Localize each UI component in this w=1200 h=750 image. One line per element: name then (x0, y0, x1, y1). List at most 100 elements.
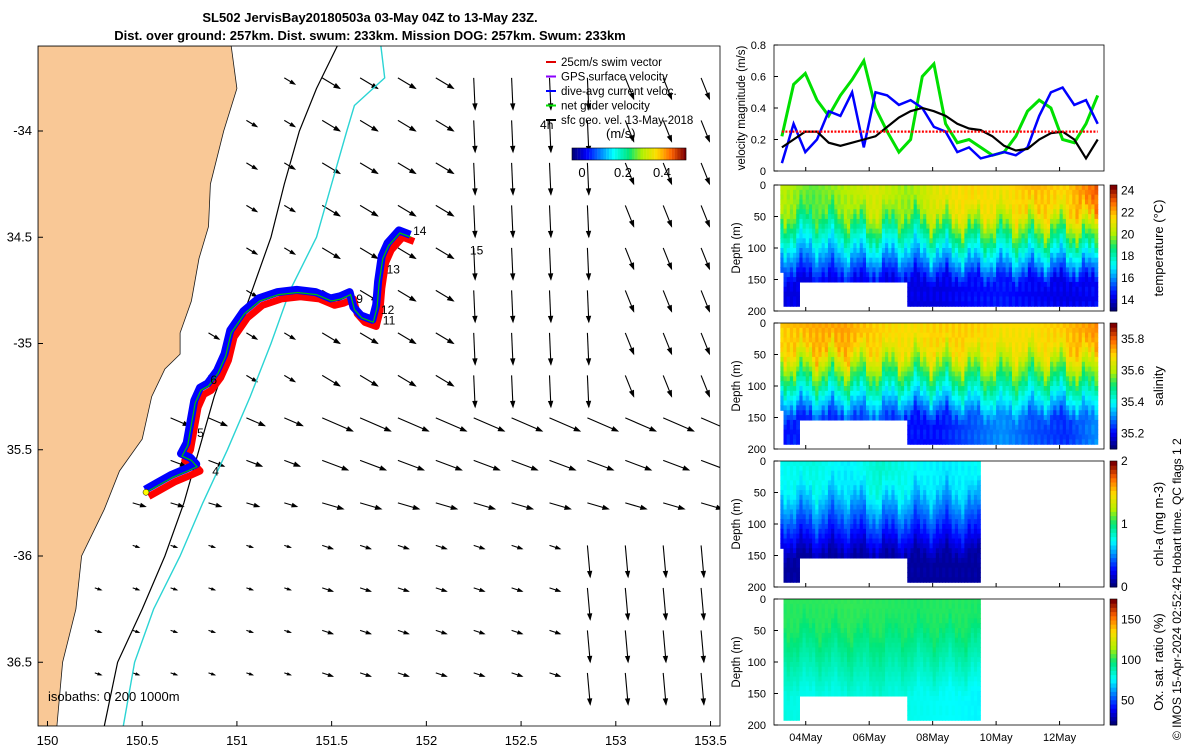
salinity-cell-37-14 (897, 390, 902, 397)
map-colorbar-cell-39 (683, 148, 687, 160)
salinity-cell-48-6 (932, 352, 937, 358)
salinity-cell-4-19 (793, 415, 797, 421)
salinity-cell-61-15 (973, 395, 978, 402)
salinity-cell-84-2 (1046, 332, 1051, 339)
temperature-cell-49-5 (935, 209, 940, 215)
velocity-arrowhead-150 (715, 504, 720, 510)
temperature-cell-4-22 (793, 291, 797, 298)
temperature-cell-23-6 (853, 214, 858, 220)
salinity-cell-82-18 (1040, 410, 1045, 416)
temperature-cell-89-14 (1062, 252, 1067, 259)
salinity-cell-12-1 (818, 327, 823, 334)
temperature-cell-79-9 (1031, 228, 1035, 235)
temperature-cell-73-11 (1011, 238, 1016, 244)
salinity-cell-54-18 (951, 410, 956, 416)
temperature-cell-61-17 (973, 267, 978, 273)
temperature-cell-20-9 (843, 228, 848, 235)
salinity-cell-6-1 (799, 327, 804, 334)
salinity-cell-15-12 (827, 381, 832, 387)
salinity-cell-61-17 (973, 405, 978, 411)
temperature-colorbar-cell-25 (1110, 201, 1117, 207)
temperature-cell-87-4 (1056, 204, 1061, 210)
temperature-cell-60-17 (970, 267, 975, 273)
salinity-cell-45-21 (923, 424, 927, 431)
salinity-cell-56-17 (958, 405, 962, 411)
salinity-cell-85-12 (1050, 381, 1054, 387)
temperature-cell-71-7 (1005, 218, 1010, 225)
temperature-cell-30-10 (875, 233, 880, 239)
temperature-cell-97-9 (1088, 228, 1092, 235)
temperature-cell-28-14 (869, 252, 873, 259)
temperature-cell-88-13 (1059, 248, 1064, 254)
salinity-cell-63-22 (980, 429, 985, 436)
temperature-cell-21-14 (846, 252, 851, 259)
temperature-cell-21-12 (846, 243, 851, 249)
temperature-cell-64-5 (983, 209, 988, 215)
temperature-cell-97-20 (1088, 281, 1092, 288)
temperature-cell-55-4 (954, 204, 959, 210)
temperature-cell-74-17 (1015, 267, 1019, 273)
temperature-cell-37-9 (897, 228, 902, 235)
temperature-cell-40-23 (907, 296, 912, 302)
salinity-cell-55-11 (954, 376, 959, 382)
salinity-cell-47-3 (929, 337, 934, 343)
salinity-cell-40-0 (907, 323, 912, 329)
temperature-cell-66-15 (989, 257, 994, 264)
temperature-cell-97-3 (1088, 199, 1092, 205)
velocity-arrowhead-216 (662, 698, 669, 706)
temperature-cell-94-2 (1078, 194, 1083, 201)
salinity-cell-34-18 (888, 410, 892, 416)
salinity-cell-65-2 (986, 332, 991, 339)
salinity-cell-64-20 (983, 419, 988, 426)
temperature-cell-59-9 (967, 228, 972, 235)
temperature-cell-46-3 (926, 199, 931, 205)
salinity-cell-63-10 (980, 371, 985, 377)
temperature-cell-2-9 (786, 228, 791, 235)
salinity-cell-70-15 (1002, 395, 1007, 402)
salinity-cell-88-13 (1059, 386, 1064, 392)
salinity-cell-6-3 (799, 337, 804, 343)
salinity-cell-75-21 (1018, 424, 1023, 431)
temperature-cell-53-22 (948, 291, 953, 298)
velocity-arrowhead-206 (286, 672, 292, 676)
salinity-cell-59-11 (967, 376, 972, 382)
salinity-cell-53-11 (948, 376, 953, 382)
temperature-cell-18-17 (837, 267, 842, 273)
temperature-cell-16-4 (831, 204, 835, 210)
salinity-cell-77-4 (1024, 342, 1029, 348)
velocity-arrowhead-210 (441, 672, 448, 677)
temperature-cell-89-23 (1062, 296, 1067, 302)
temperature-cell-53-5 (948, 209, 953, 215)
salinity-cell-73-13 (1011, 386, 1016, 392)
temperature-cell-42-14 (913, 252, 918, 259)
salinity-cell-78-22 (1027, 429, 1032, 436)
salinity-cell-32-9 (881, 366, 886, 373)
salinity-cell-48-16 (932, 400, 937, 406)
temperature-cell-98-24 (1091, 301, 1096, 307)
salinity-cell-67-21 (992, 424, 997, 431)
salinity-cell-47-22 (929, 429, 934, 436)
temperature-cell-76-19 (1021, 277, 1026, 283)
velocity-ytick-label-4: 0.8 (751, 40, 766, 52)
temperature-cell-85-3 (1050, 199, 1054, 205)
temperature-cell-80-1 (1034, 189, 1038, 196)
salinity-cell-71-21 (1005, 424, 1010, 431)
temperature-cell-54-9 (951, 228, 956, 235)
temperature-cell-23-3 (853, 199, 858, 205)
salinity-cell-74-9 (1015, 366, 1019, 373)
salinity-cell-33-2 (885, 332, 889, 339)
salinity-cell-67-2 (992, 332, 997, 339)
salinity-cell-84-7 (1046, 356, 1051, 363)
temperature-cell-8-1 (805, 189, 810, 196)
salinity-cell-77-10 (1024, 371, 1029, 377)
salinity-cell-48-5 (932, 347, 937, 353)
salinity-cell-0-1 (780, 327, 785, 334)
temperature-cell-72-24 (1008, 301, 1013, 307)
temperature-cell-79-2 (1031, 194, 1035, 201)
temperature-cell-14-7 (824, 218, 829, 225)
temperature-cell-89-17 (1062, 267, 1067, 273)
salinity-cell-74-1 (1015, 327, 1019, 334)
temperature-cell-94-18 (1078, 272, 1083, 278)
temperature-cell-41-12 (910, 243, 915, 249)
temperature-cell-39-10 (904, 233, 908, 239)
